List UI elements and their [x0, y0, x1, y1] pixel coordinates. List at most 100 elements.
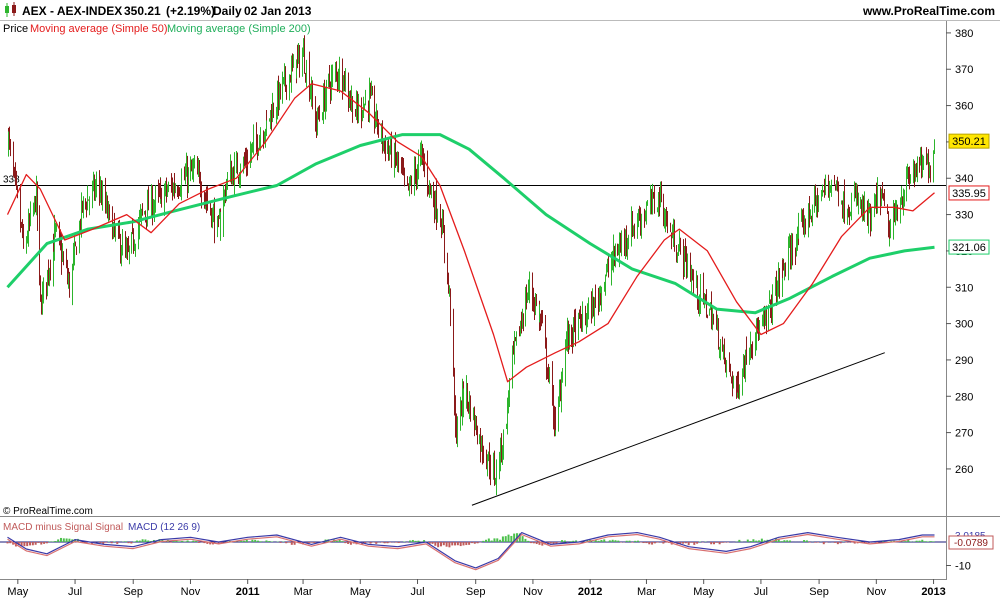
macd-hist-bar [724, 542, 727, 543]
macd-hist-bar [805, 540, 808, 542]
macd-hist-bar [220, 542, 223, 543]
macd-hist-bar [251, 539, 254, 542]
macd-hist-bar [113, 541, 116, 542]
macd-hist-bar [181, 540, 184, 542]
macd-hist-bar [569, 541, 572, 542]
macd-hist-bar [482, 540, 485, 542]
macd-hist-bar [485, 539, 488, 542]
header-bar [0, 0, 1000, 20]
macd-hist-bar [363, 542, 366, 544]
macd-hist-bar [51, 541, 54, 542]
macd-hist-bar [150, 540, 153, 542]
macd-hist-bar [563, 540, 566, 542]
macd-hist-bar [648, 542, 651, 545]
x-tick-label: Sep [809, 586, 829, 598]
macd-hist-bar [57, 539, 60, 542]
macd-hist-bar [561, 540, 564, 542]
ma50-last-label: 335.95 [952, 188, 986, 200]
macd-hist-bar [535, 542, 538, 545]
macd-hist-bar [783, 540, 786, 542]
macd-hist-bar [682, 542, 685, 544]
macd-hist-bar [217, 542, 220, 545]
macd-hist-bar [527, 540, 530, 542]
macd-hist-bar [102, 542, 105, 545]
macd-hist-bar [521, 536, 524, 542]
macd-hist-bar [926, 541, 929, 542]
macd-hist-bar [822, 542, 825, 545]
macd-hist-bar [490, 540, 493, 542]
macd-hist-bar [431, 542, 434, 544]
legend-price: Price [3, 23, 28, 35]
macd-hist-bar [48, 541, 51, 542]
macd-hist-bar [555, 542, 558, 545]
macd-hist-bar [54, 541, 57, 542]
macd-hist-bar [394, 542, 397, 543]
macd-hist-bar [867, 542, 870, 543]
macd-hist-bar [85, 542, 88, 543]
macd-hist-bar [45, 542, 48, 544]
website-label: www.ProRealTime.com [862, 4, 995, 18]
macd-hist-bar [572, 540, 575, 542]
macd-hist-bar [862, 542, 865, 543]
macd-hist-bar [245, 539, 248, 542]
instrument-name: AEX - AEX-INDEX [22, 4, 122, 18]
x-tick-label: Sep [466, 586, 486, 598]
macd-hist-bar [203, 542, 206, 544]
macd-hist-bar [116, 542, 119, 544]
x-tick-label: May [7, 586, 28, 598]
macd-hist-bar [721, 542, 724, 543]
macd-hist-bar [473, 542, 476, 544]
macd-hist-bar [915, 540, 918, 542]
macd-hist-bar [493, 538, 496, 542]
macd-hist-bar [718, 542, 721, 545]
macd-hist-bar [195, 540, 198, 542]
macd-hist-bar [687, 542, 690, 546]
macd-hist-bar [448, 542, 451, 548]
macd-hist-bar [713, 542, 716, 545]
macd-hist-bar [110, 542, 113, 544]
last-price-label: 350.21 [952, 136, 986, 148]
macd-hist-bar [552, 542, 555, 545]
macd-hist-last-label: -0.0789 [954, 538, 988, 549]
x-tick-label: Mar [294, 586, 313, 598]
macd-hist-bar [921, 539, 924, 542]
macd-hist-bar [347, 542, 350, 544]
macd-hist-bar [631, 542, 634, 543]
macd-hist-bar [26, 542, 29, 547]
macd-hist-bar [513, 533, 516, 542]
macd-hist-bar [124, 541, 127, 542]
macd-hist-bar [755, 540, 758, 542]
macd-hist-bar [6, 542, 9, 544]
macd-hist-bar [161, 539, 164, 542]
macd-hist-bar [23, 542, 26, 547]
header-period: Daily [213, 4, 242, 18]
macd-hist-bar [65, 538, 68, 542]
macd-hist-bar [279, 542, 282, 543]
macd-hist-bar [285, 542, 288, 544]
macd-hist-bar [439, 542, 442, 547]
macd-hist-bar [789, 540, 792, 542]
macd-hist-bar [313, 542, 316, 544]
macd-hist-bar [456, 542, 459, 546]
macd-hist-bar [929, 541, 932, 542]
y-tick-label: 370 [955, 64, 973, 76]
macd-hist-bar [746, 539, 749, 542]
macd-hist-bar [9, 542, 12, 544]
macd-hist-bar [169, 542, 172, 543]
macd-hist-bar [924, 541, 927, 542]
macd-hist-bar [37, 542, 40, 543]
macd-hist-bar [271, 541, 274, 542]
macd-hist-bar [437, 542, 440, 548]
macd-hist-bar [375, 542, 378, 544]
macd-hist-bar [242, 540, 245, 542]
macd-hist-bar [20, 542, 23, 547]
macd-hist-bar [496, 538, 499, 542]
macd-hist-bar [600, 539, 603, 542]
macd-hist-bar [454, 542, 457, 546]
macd-hist-bar [335, 540, 338, 542]
macd-hist-bar [907, 539, 910, 542]
macd-hist-bar [803, 540, 806, 542]
macd-hist-bar [186, 540, 189, 542]
y-tick-label: 360 [955, 101, 973, 113]
